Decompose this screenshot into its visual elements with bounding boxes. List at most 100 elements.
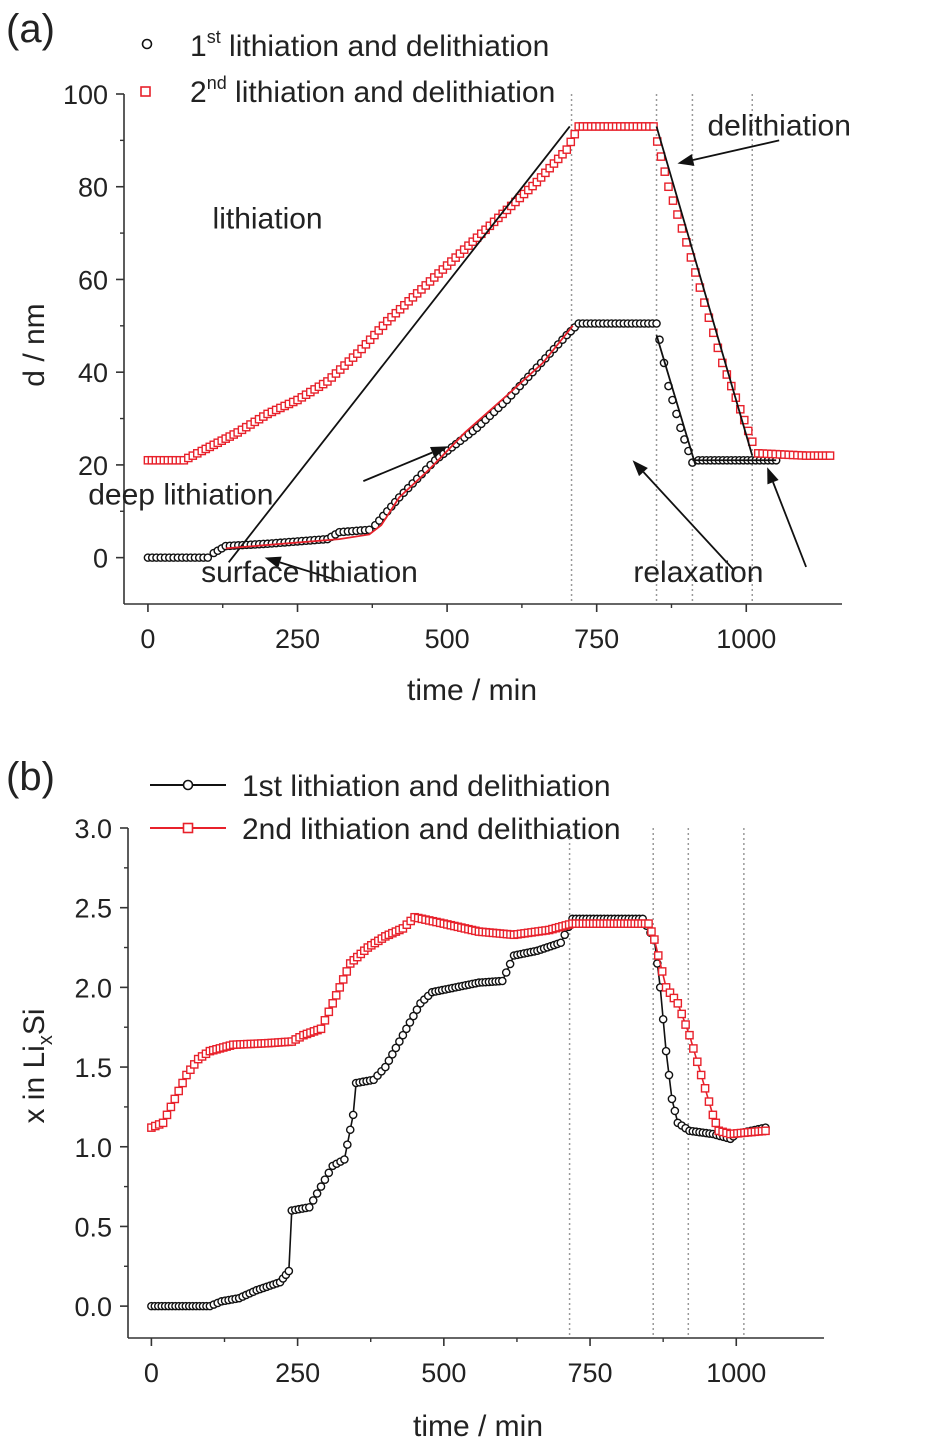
panel-b-series-1st <box>147 914 770 1311</box>
data-point <box>162 1110 172 1120</box>
panel-b-guide-lines <box>568 828 745 1338</box>
data-point <box>677 1009 686 1019</box>
arrow-head-1 <box>677 154 695 166</box>
panel-b: (b) 1st lithiation and delithiation 2nd … <box>6 755 824 1442</box>
data-point <box>391 1043 401 1053</box>
data-point <box>345 1125 355 1135</box>
data-point <box>324 1007 334 1017</box>
data-point <box>739 415 749 425</box>
legend-a-entry-2: 2nd lithiation and delithiation <box>190 73 555 109</box>
x-tick-label: 0 <box>144 1358 159 1388</box>
panel-a: (a) 1st lithiation and delithiation 2nd … <box>6 7 851 707</box>
data-point <box>656 152 666 161</box>
data-point <box>560 930 570 940</box>
data-point <box>664 1070 674 1080</box>
data-point <box>825 451 835 460</box>
data-point <box>657 967 667 976</box>
data-point <box>308 1196 318 1205</box>
data-point <box>708 1110 718 1120</box>
data-point <box>667 1094 677 1104</box>
data-point <box>316 1182 326 1191</box>
x-tick-label: 1000 <box>706 1358 766 1388</box>
y-tick-label: 40 <box>78 358 108 388</box>
data-point <box>644 919 653 928</box>
fit-line-2 <box>655 126 754 456</box>
x-tick-label: 750 <box>574 624 619 654</box>
legend-a-entry-1-sup: st <box>207 27 221 47</box>
data-point <box>498 976 507 986</box>
panel-a-legend: 1st lithiation and delithiation 2nd lith… <box>140 27 555 109</box>
legend-a-entry-1-text: lithiation and delithiation <box>221 30 550 63</box>
annotation-5: relaxation <box>633 556 763 589</box>
legend-a-entry-2-text: lithiation and delithiation <box>227 76 556 109</box>
legend-a-marker-1 <box>141 38 153 50</box>
data-point <box>158 1118 168 1128</box>
arrow-2 <box>362 451 433 482</box>
y-tick-label: 3.0 <box>74 814 112 844</box>
arrow-3 <box>279 561 340 582</box>
data-point <box>316 1024 326 1034</box>
arrow-head-5 <box>632 460 648 477</box>
data-point <box>673 999 683 1008</box>
legend-a-entry-2-base: 2 <box>190 76 207 109</box>
data-point <box>761 1126 770 1136</box>
data-point <box>405 1018 415 1027</box>
arrow-5 <box>642 471 734 570</box>
data-point <box>395 1037 404 1046</box>
panel-b-legend: 1st lithiation and delithiation 2nd lith… <box>150 770 621 846</box>
arrow-4 <box>772 481 807 568</box>
panel-b-y-axis-title: x in LixSi <box>18 1008 57 1123</box>
data-point <box>174 1086 183 1096</box>
data-point <box>685 1030 694 1040</box>
data-point <box>649 122 658 131</box>
panel-b-y-axis-title-sub: x <box>35 1035 57 1045</box>
fit-line-3 <box>655 334 697 466</box>
y-tick-label: 100 <box>63 80 108 110</box>
data-point <box>711 1118 721 1128</box>
data-point <box>203 553 213 562</box>
data-point <box>668 196 678 205</box>
data-point <box>664 182 673 192</box>
data-point <box>340 1155 349 1164</box>
legend-b-marker-1 <box>182 779 194 791</box>
data-point <box>681 1020 690 1029</box>
data-point <box>661 1046 671 1056</box>
y-tick-label: 2.0 <box>74 973 112 1003</box>
panel-a-label: (a) <box>6 7 55 51</box>
data-point <box>324 1168 334 1178</box>
x-tick-label: 0 <box>140 624 155 654</box>
data-point <box>652 319 661 328</box>
data-point <box>331 991 341 1000</box>
panel-a-x-axis-title: time / min <box>407 674 537 707</box>
y-tick-label: 0.5 <box>74 1212 112 1242</box>
fit-line-5 <box>225 325 574 550</box>
panel-b-y-axis-title-main: x in Li <box>18 1045 51 1123</box>
panel-a-fit-lines <box>225 125 777 563</box>
data-point <box>381 1062 390 1072</box>
x-tick-label: 1000 <box>716 624 776 654</box>
panel-b-label: (b) <box>6 755 55 799</box>
y-tick-label: 0.0 <box>74 1292 112 1322</box>
panel-a-guide-lines <box>570 94 753 604</box>
panel-a-axes: 0 250 500 750 1000 0 20 40 60 80 100 <box>63 80 842 654</box>
data-point <box>696 1070 706 1080</box>
y-tick-label: 1.5 <box>74 1053 112 1083</box>
data-point <box>398 1030 408 1040</box>
annotation-1: lithiation <box>213 202 323 235</box>
panel-a-arrows <box>264 139 807 582</box>
data-point <box>570 129 580 139</box>
y-tick-label: 20 <box>78 451 108 481</box>
data-point <box>505 959 515 969</box>
data-point <box>402 1024 411 1034</box>
data-point <box>328 999 338 1008</box>
panel-a-series-1st <box>143 319 781 562</box>
data-point <box>566 137 576 147</box>
data-point <box>650 935 659 944</box>
data-point <box>647 927 656 936</box>
data-point <box>700 1084 710 1093</box>
x-tick-label: 500 <box>425 624 470 654</box>
data-point <box>312 1189 322 1198</box>
x-tick-label: 250 <box>275 624 320 654</box>
legend-b-entry-1: 1st lithiation and delithiation <box>242 770 611 803</box>
data-point <box>178 1078 187 1088</box>
